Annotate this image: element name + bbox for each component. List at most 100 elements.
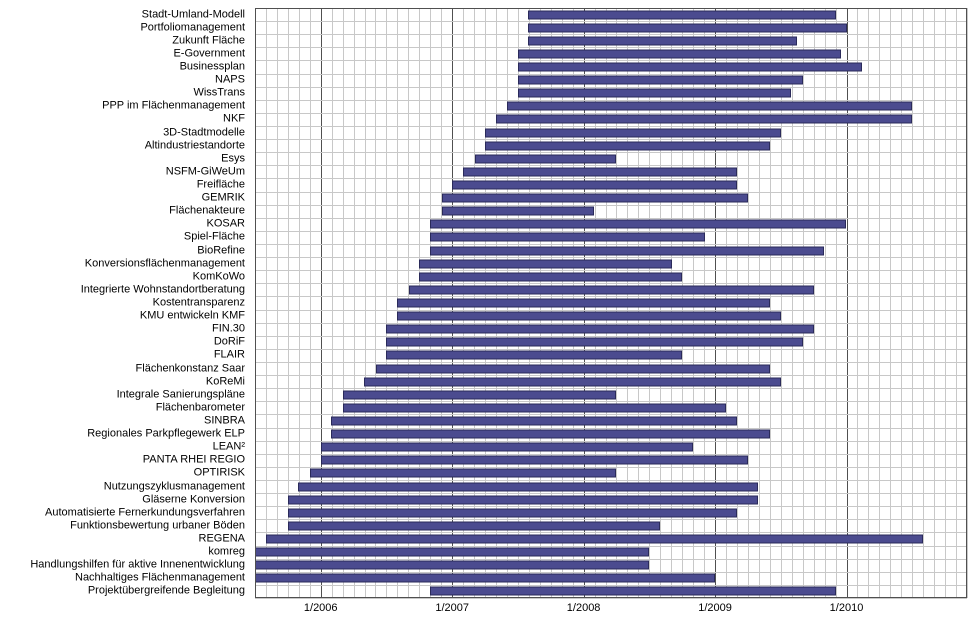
grid-minor-v — [803, 8, 804, 598]
y-tick-label: SINBRA — [204, 416, 245, 427]
y-tick-label: Integrierte Wohnstandortberatung — [81, 284, 245, 295]
gantt-bar — [386, 338, 803, 347]
grid-h — [255, 480, 967, 481]
y-tick-label: NSFM-GiWeUm — [166, 166, 245, 177]
x-tick-label: 1/2010 — [830, 602, 864, 614]
grid-h — [255, 100, 967, 101]
x-axis: 1/20061/20071/20081/20091/2010 — [255, 602, 967, 622]
y-tick-label: KMU entwickeln KMF — [140, 311, 245, 322]
y-tick-label: REGENA — [199, 534, 245, 545]
grid-h — [255, 506, 967, 507]
y-tick-label: DoRiF — [214, 337, 245, 348]
y-tick-label: GEMRIK — [202, 193, 245, 204]
grid-h — [255, 257, 967, 258]
gantt-bar — [452, 181, 737, 190]
grid-h — [255, 375, 967, 376]
grid-h — [255, 519, 967, 520]
gantt-bar — [386, 325, 813, 334]
grid-h — [255, 113, 967, 114]
grid-h — [255, 192, 967, 193]
gantt-bar — [409, 285, 814, 294]
y-tick-label: KomKoWo — [193, 271, 245, 282]
grid-h — [255, 493, 967, 494]
y-tick-label: Handlungshilfen für aktive Innenentwickl… — [30, 560, 245, 571]
gantt-bar — [321, 443, 693, 452]
grid-minor-v — [967, 8, 968, 598]
y-tick-label: WissTrans — [193, 88, 245, 99]
gantt-bar — [397, 299, 770, 308]
gantt-bar — [430, 587, 836, 596]
grid-h — [255, 178, 967, 179]
grid-h — [255, 559, 967, 560]
gantt-bar — [518, 76, 803, 85]
grid-minor-v — [934, 8, 935, 598]
y-tick-label: Projektübergreifende Begleitung — [88, 586, 245, 597]
y-tick-label: Spiel-Fläche — [184, 232, 245, 243]
grid-h — [255, 414, 967, 415]
gantt-bar — [485, 141, 770, 150]
grid-minor-v — [868, 8, 869, 598]
gantt-bar — [518, 63, 862, 72]
y-labels: Stadt-Umland-ModellPortfoliomanagementZu… — [0, 8, 250, 598]
grid-h — [255, 126, 967, 127]
y-tick-label: Esys — [221, 153, 245, 164]
grid-h — [255, 585, 967, 586]
y-tick-label: NAPS — [215, 75, 245, 86]
y-tick-label: Flächenakteure — [169, 206, 245, 217]
gantt-bar — [364, 377, 781, 386]
grid-minor-v — [814, 8, 815, 598]
gantt-bar — [507, 102, 912, 111]
grid-h — [255, 270, 967, 271]
grid-h — [255, 362, 967, 363]
gantt-bar — [463, 167, 738, 176]
y-tick-label: Gläserne Konversion — [142, 494, 245, 505]
gantt-bar — [528, 36, 796, 45]
gantt-bar — [442, 194, 748, 203]
gantt-bar — [343, 390, 616, 399]
y-tick-label: Nutzungszyklusmanagement — [104, 481, 245, 492]
gantt-bar — [475, 154, 617, 163]
gantt-bar — [386, 351, 682, 360]
gantt-bar — [419, 272, 682, 281]
gantt-bar — [397, 312, 781, 321]
grid-minor-v — [255, 8, 256, 598]
y-tick-label: KoReMi — [206, 376, 245, 387]
y-tick-label: Kostentransparenz — [153, 298, 245, 309]
grid-h — [255, 231, 967, 232]
y-tick-label: Flächenkonstanz Saar — [136, 363, 245, 374]
y-tick-label: Regionales Parkpflegewerk ELP — [87, 429, 245, 440]
grid-h — [255, 152, 967, 153]
grid-h — [255, 74, 967, 75]
y-tick-label: NKF — [223, 114, 245, 125]
grid-h — [255, 349, 967, 350]
gantt-bar — [255, 548, 649, 557]
gantt-bar — [288, 508, 738, 517]
grid-h — [255, 441, 967, 442]
plot-area — [255, 8, 967, 598]
gantt-bar — [255, 561, 649, 570]
x-tick-label: 1/2008 — [567, 602, 601, 614]
gantt-bar — [430, 246, 824, 255]
gantt-bar — [321, 456, 748, 465]
grid-minor-v — [857, 8, 858, 598]
gantt-bar — [518, 89, 791, 98]
grid-minor-v — [825, 8, 826, 598]
x-tick-label: 1/2006 — [304, 602, 338, 614]
grid-h — [255, 34, 967, 35]
grid-h — [255, 336, 967, 337]
grid-minor-v — [945, 8, 946, 598]
x-tick-label: 1/2007 — [435, 602, 469, 614]
grid-h — [255, 401, 967, 402]
grid-h — [255, 205, 967, 206]
y-tick-label: Nachhaltiges Flächenmanagement — [75, 573, 245, 584]
y-tick-label: 3D-Stadtmodelle — [163, 127, 245, 138]
y-tick-label: Altindustriestandorte — [145, 140, 245, 151]
grid-minor-v — [890, 8, 891, 598]
y-tick-label: E-Government — [173, 48, 245, 59]
grid-h — [255, 546, 967, 547]
gantt-bar — [298, 482, 758, 491]
grid-minor-v — [879, 8, 880, 598]
grid-h — [255, 165, 967, 166]
grid-minor-v — [956, 8, 957, 598]
grid-h — [255, 296, 967, 297]
